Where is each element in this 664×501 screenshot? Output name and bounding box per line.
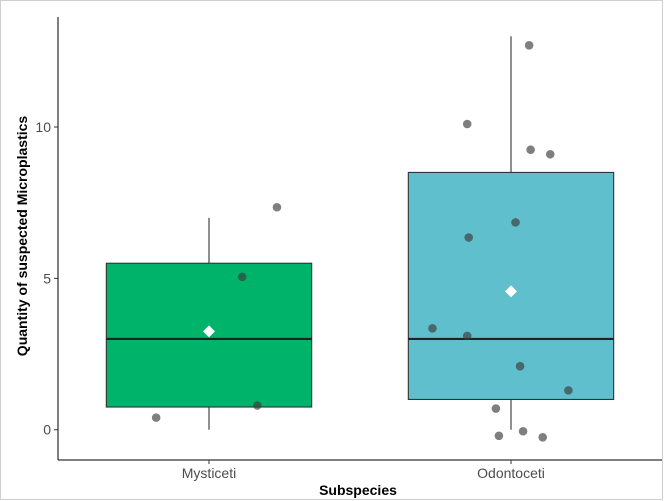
- y-axis-title: Quantity of suspected Microplastics: [14, 116, 30, 357]
- x-axis-ticks: Mysticeti Odontoceti: [182, 460, 545, 481]
- data-point: [462, 331, 472, 341]
- data-point: [491, 404, 501, 413]
- y-tick-label: 0: [43, 422, 51, 438]
- data-point: [511, 218, 520, 227]
- x-axis-title: Subspecies: [319, 482, 397, 498]
- x-tick-label: Odontoceti: [477, 465, 545, 481]
- data-point: [462, 119, 472, 129]
- data-point: [151, 413, 161, 422]
- x-tick-label: Mysticeti: [182, 465, 236, 481]
- box-mysticeti: [105, 217, 313, 430]
- data-point: [518, 426, 528, 436]
- mean-marker: [203, 325, 215, 338]
- data-point: [526, 145, 535, 155]
- box-odontoceti: [407, 36, 615, 430]
- data-point: [428, 324, 437, 333]
- y-tick-label: 10: [35, 119, 51, 135]
- data-point: [464, 233, 474, 242]
- data-point: [564, 386, 573, 395]
- plot-area: [105, 36, 615, 442]
- y-axis-ticks: 0 5 10: [35, 119, 58, 438]
- data-point: [272, 202, 282, 212]
- data-point: [253, 401, 262, 410]
- data-point: [545, 149, 555, 159]
- data-point: [515, 361, 525, 371]
- y-tick-label: 5: [43, 270, 51, 286]
- data-point: [524, 40, 534, 50]
- data-point: [237, 272, 247, 282]
- data-point: [494, 431, 504, 441]
- data-point: [538, 432, 548, 442]
- mean-marker: [505, 285, 517, 298]
